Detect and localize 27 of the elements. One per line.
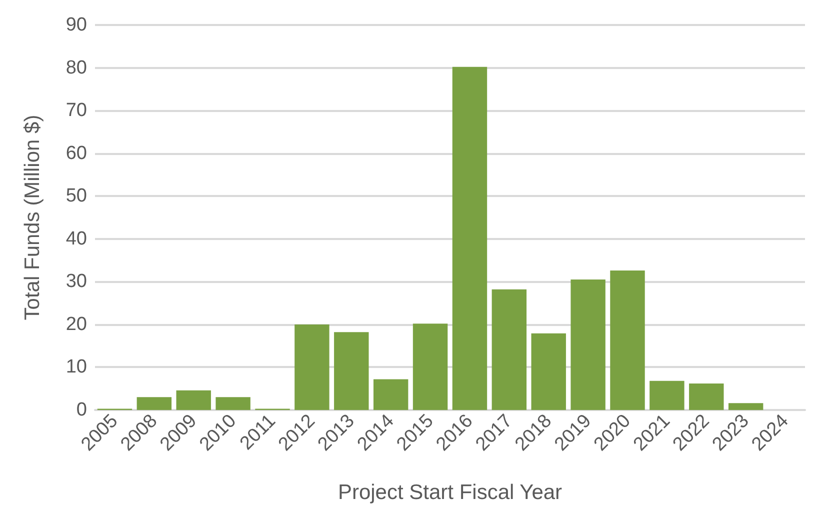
bar bbox=[728, 403, 764, 410]
y-tick-label: 0 bbox=[76, 400, 87, 420]
bar bbox=[294, 324, 330, 410]
bar bbox=[176, 390, 211, 410]
bar bbox=[334, 332, 369, 410]
y-tick-label: 50 bbox=[66, 186, 87, 207]
x-axis-title: Project Start Fiscal Year bbox=[338, 481, 562, 504]
y-tick-label: 40 bbox=[66, 228, 87, 250]
bar bbox=[412, 324, 448, 410]
bar bbox=[531, 333, 566, 410]
y-tick-label: 30 bbox=[66, 271, 87, 292]
y-tick-label: 90 bbox=[66, 14, 87, 36]
bar bbox=[452, 66, 488, 410]
y-tick-label: 80 bbox=[66, 57, 87, 78]
y-tick-label: 60 bbox=[66, 142, 87, 164]
bar bbox=[610, 270, 645, 410]
y-tick-label: 70 bbox=[66, 100, 87, 122]
y-tick-label: 20 bbox=[66, 314, 87, 335]
bar bbox=[650, 380, 684, 410]
y-tick-label: 10 bbox=[66, 356, 87, 378]
bar bbox=[689, 383, 724, 410]
y-axis-title: Total Funds (Million $) bbox=[21, 114, 44, 320]
bar bbox=[216, 397, 250, 410]
bar bbox=[136, 397, 172, 410]
bar bbox=[492, 289, 527, 410]
bar bbox=[373, 379, 408, 410]
bar bbox=[570, 280, 606, 410]
